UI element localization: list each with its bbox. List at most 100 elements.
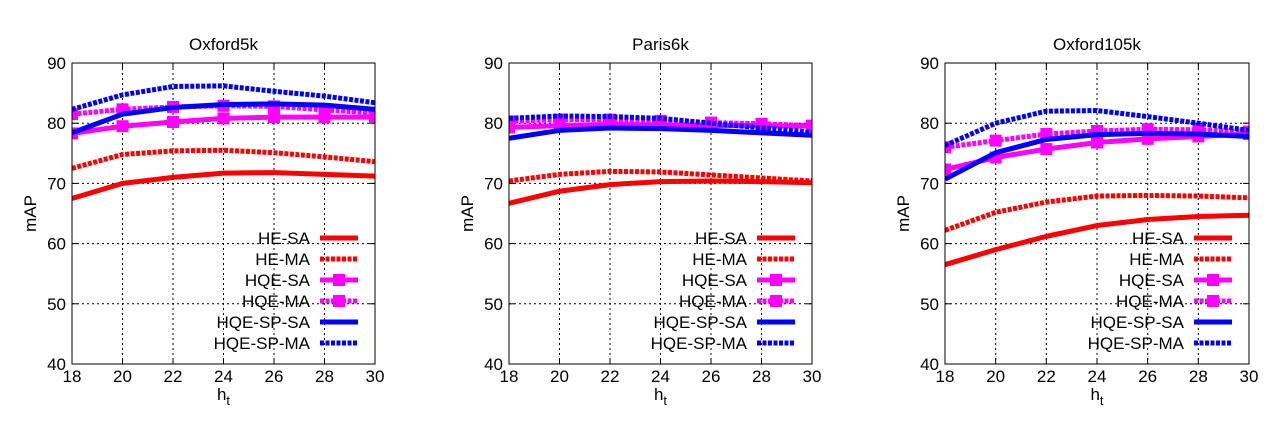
series-line-he-ma bbox=[72, 147, 375, 171]
y-tick-label: 60 bbox=[920, 235, 939, 254]
y-axis-label: mAP bbox=[458, 195, 477, 232]
legend-label-he-ma: HE-MA bbox=[1129, 250, 1184, 269]
y-tick-label: 50 bbox=[920, 295, 939, 314]
legend-label-he-ma: HE-MA bbox=[692, 250, 747, 269]
legend-marker-hqe-sa bbox=[333, 274, 345, 286]
x-tick-label: 20 bbox=[113, 367, 132, 386]
series-point-hqe-ma bbox=[604, 113, 616, 126]
chart-title: Paris6k bbox=[632, 35, 689, 54]
x-tick-label: 20 bbox=[550, 367, 569, 386]
x-tick-label: 18 bbox=[63, 367, 82, 386]
legend-label-hqe-ma: HQE-MA bbox=[679, 292, 748, 311]
x-tick-label: 30 bbox=[1240, 367, 1259, 386]
legend-label-hqe-ma: HQE-MA bbox=[1116, 292, 1185, 311]
series-group bbox=[72, 83, 375, 201]
legend-label-he-sa: HE-SA bbox=[258, 229, 311, 248]
series-line-hqe-sp-ma bbox=[945, 108, 1249, 148]
series-point-hqe-sa bbox=[945, 163, 951, 176]
x-tick-label: 24 bbox=[1088, 367, 1107, 386]
legend-label-hqe-sp-sa: HQE-SP-SA bbox=[653, 313, 747, 332]
y-tick-label: 70 bbox=[484, 174, 503, 193]
series-line-hqe-sp-ma bbox=[72, 83, 375, 112]
series-point-hqe-ma bbox=[1192, 123, 1205, 136]
series-line-hqe-sp-ma bbox=[509, 113, 812, 135]
y-tick-label: 50 bbox=[47, 295, 66, 314]
series-point-hqe-ma bbox=[369, 106, 375, 119]
legend-marker-hqe-sa bbox=[1207, 274, 1219, 286]
series-line-he-ma bbox=[945, 192, 1249, 233]
x-tick-label: 26 bbox=[1138, 367, 1157, 386]
x-tick-label: 22 bbox=[601, 367, 620, 386]
x-axis-label: ht bbox=[217, 385, 230, 408]
legend: HE-SA HE-MA HQE-SA HQE-MA HQE-SP-SA HQE-SP-MA bbox=[651, 229, 795, 353]
series-line-hqe-sp-sa bbox=[72, 101, 375, 136]
legend-label-hqe-sp-ma: HQE-SP-MA bbox=[651, 334, 748, 353]
series-line-he-sa bbox=[509, 178, 812, 206]
x-tick-label: 18 bbox=[500, 367, 519, 386]
y-tick-label: 60 bbox=[47, 235, 66, 254]
legend-marker-hqe-sa bbox=[770, 274, 782, 286]
legend: HE-SA HE-MA HQE-SA HQE-MA HQE-SP-SA HQE-SP-MA bbox=[1088, 229, 1232, 353]
legend-label-hqe-sp-ma: HQE-SP-MA bbox=[214, 334, 311, 353]
y-axis-label: mAP bbox=[21, 195, 40, 232]
y-tick-label: 80 bbox=[484, 114, 503, 133]
legend-label-hqe-sp-ma: HQE-SP-MA bbox=[1088, 334, 1185, 353]
series-group bbox=[945, 108, 1249, 268]
legend-label-hqe-sp-sa: HQE-SP-SA bbox=[1090, 313, 1184, 332]
legend: HE-SA HE-MA HQE-SA HQE-MA HQE-SP-SA HQE-SP-MA bbox=[214, 229, 358, 353]
y-tick-label: 90 bbox=[920, 54, 939, 73]
legend-label-he-sa: HE-SA bbox=[1132, 229, 1185, 248]
legend-label-hqe-ma: HQE-MA bbox=[242, 292, 311, 311]
legend-marker-hqe-ma bbox=[333, 295, 345, 307]
legend-label-hqe-sa: HQE-SA bbox=[245, 271, 311, 290]
series-point-hqe-sa bbox=[509, 121, 515, 134]
legend-marker-hqe-ma bbox=[770, 295, 782, 307]
y-tick-label: 90 bbox=[47, 54, 66, 73]
x-tick-label: 24 bbox=[214, 367, 233, 386]
legend-label-he-ma: HE-MA bbox=[255, 250, 310, 269]
x-tick-label: 22 bbox=[1037, 367, 1056, 386]
series-point-hqe-ma bbox=[509, 115, 515, 128]
chart-title: Oxford105k bbox=[1053, 35, 1141, 54]
plot-frame bbox=[508, 62, 813, 365]
x-tick-label: 28 bbox=[315, 367, 334, 386]
x-tick-label: 28 bbox=[1189, 367, 1208, 386]
series-point-hqe-ma bbox=[945, 141, 951, 154]
x-tick-label: 26 bbox=[702, 367, 721, 386]
series-point-hqe-sa bbox=[116, 120, 129, 133]
chart-panel-3: 18 20 22 24 26 28 30 40 50 60 70 80 90 Oxford105k mAP h… bbox=[894, 35, 1258, 408]
chart-panel-2: 18 20 22 24 26 28 30 40 50 60 70 80 90 Paris6k mAP ht HE… bbox=[458, 35, 821, 408]
y-tick-label: 40 bbox=[47, 355, 66, 374]
plot-frame bbox=[71, 62, 376, 365]
x-tick-label: 22 bbox=[164, 367, 183, 386]
y-tick-label: 40 bbox=[484, 355, 503, 374]
series-point-hqe-ma bbox=[806, 119, 812, 132]
x-tick-label: 30 bbox=[366, 367, 385, 386]
y-tick-label: 60 bbox=[484, 235, 503, 254]
series-line-hqe-sp-sa bbox=[509, 125, 812, 141]
x-axis-label: ht bbox=[654, 385, 667, 408]
series-point-hqe-sa bbox=[217, 112, 230, 125]
series-point-hqe-sa bbox=[1091, 136, 1103, 149]
series-point-hqe-sa bbox=[167, 115, 179, 128]
legend-marker-hqe-ma bbox=[1207, 295, 1219, 307]
x-axis-label: ht bbox=[1090, 385, 1103, 408]
series-line-he-sa bbox=[72, 170, 375, 201]
series-point-hqe-ma bbox=[72, 108, 78, 121]
series-line-hqe-sp-sa bbox=[945, 130, 1249, 182]
y-axis-label: mAP bbox=[894, 195, 913, 232]
chart-title: Oxford5k bbox=[189, 35, 258, 54]
y-tick-label: 70 bbox=[47, 174, 66, 193]
series-line-he-sa bbox=[945, 212, 1249, 268]
plot-frame bbox=[944, 62, 1250, 365]
x-tick-label: 28 bbox=[752, 367, 771, 386]
x-tick-label: 30 bbox=[803, 367, 822, 386]
x-tick-label: 18 bbox=[936, 367, 955, 386]
y-tick-label: 90 bbox=[484, 54, 503, 73]
series-group bbox=[509, 113, 812, 206]
series-point-hqe-sa bbox=[268, 111, 280, 124]
series-point-hqe-ma bbox=[989, 134, 1002, 147]
legend-label-hqe-sa: HQE-SA bbox=[1119, 271, 1185, 290]
legend-label-hqe-sa: HQE-SA bbox=[682, 271, 748, 290]
